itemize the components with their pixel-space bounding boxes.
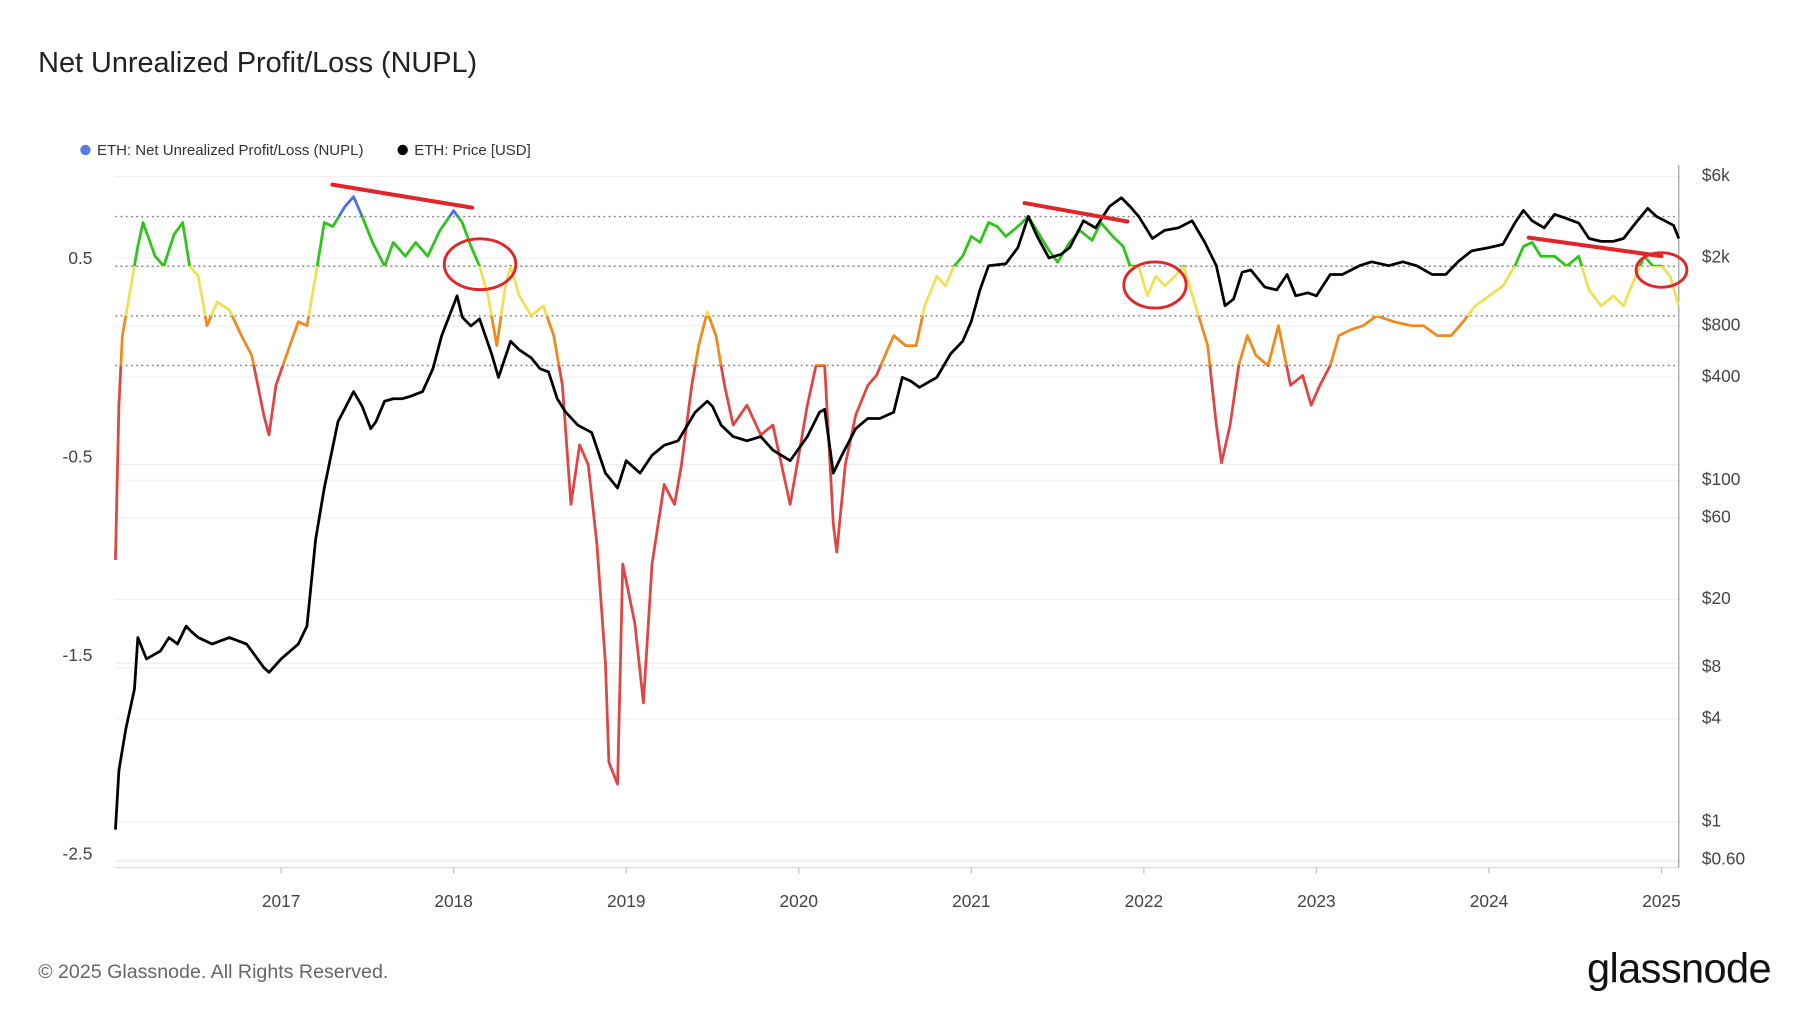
y2-tick-label: $60 bbox=[1702, 507, 1731, 527]
y2-tick-label: $2k bbox=[1702, 247, 1730, 267]
x-tick-label: 2024 bbox=[1470, 891, 1509, 911]
x-tick-label: 2018 bbox=[434, 891, 472, 911]
grid: 0.5 -0.5 -1.5 -2.5 $6k $2k $800 $400 $100 $60 $20 $… bbox=[63, 164, 1745, 911]
y2-tick-label: $400 bbox=[1702, 366, 1740, 386]
brand-logo: glassnode bbox=[1587, 944, 1771, 991]
annotations bbox=[330, 182, 1689, 310]
footer: © 2025 Glassnode. All Rights Reserved. bbox=[38, 961, 388, 983]
x-tick-label: 2019 bbox=[607, 891, 645, 911]
series-line bbox=[114, 195, 1681, 786]
annotation-line bbox=[1526, 235, 1664, 259]
x-tick-label: 2021 bbox=[952, 891, 990, 911]
y2-tick-label: $20 bbox=[1702, 588, 1731, 608]
annotation-line bbox=[1022, 201, 1130, 224]
y2-tick-label: $100 bbox=[1702, 469, 1740, 489]
legend-label: ETH: Net Unrealized Profit/Loss (NUPL) bbox=[97, 142, 363, 159]
y2-tick-label: $0.60 bbox=[1702, 848, 1745, 868]
annotation-line bbox=[330, 182, 474, 210]
legend-marker bbox=[80, 144, 91, 156]
annotation-circle bbox=[1122, 260, 1188, 310]
x-tick-label: 2017 bbox=[262, 891, 300, 911]
legend-marker bbox=[397, 144, 408, 156]
y-tick-label: 0.5 bbox=[68, 248, 92, 268]
y2-tick-label: $8 bbox=[1702, 656, 1721, 676]
x-tick-label: 2025 bbox=[1642, 891, 1680, 911]
y2-tick-label: $1 bbox=[1702, 810, 1721, 830]
legend: ETH: Net Unrealized Profit/Loss (NUPL) ET… bbox=[80, 142, 531, 159]
y-tick-label: -1.5 bbox=[63, 645, 93, 665]
x-tick-label: 2022 bbox=[1125, 891, 1163, 911]
chart-title: Net Unrealized Profit/Loss (NUPL) bbox=[38, 47, 477, 79]
y2-tick-label: $4 bbox=[1702, 708, 1722, 728]
y-tick-label: -2.5 bbox=[63, 843, 93, 863]
annotation-circle bbox=[442, 237, 518, 292]
series-line bbox=[114, 196, 1681, 830]
x-tick-label: 2020 bbox=[780, 891, 818, 911]
annotation-circle bbox=[1634, 251, 1689, 289]
y2-tick-label: $800 bbox=[1702, 314, 1740, 334]
y2-tick-label: $6k bbox=[1702, 165, 1730, 185]
legend-label: ETH: Price [USD] bbox=[414, 142, 531, 159]
x-tick-label: 2023 bbox=[1297, 891, 1335, 911]
plot bbox=[114, 195, 1681, 830]
y-tick-label: -0.5 bbox=[63, 446, 93, 466]
